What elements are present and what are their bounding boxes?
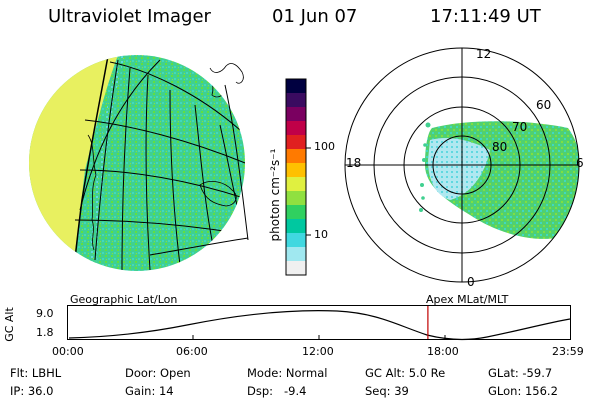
info-mode: Mode: Normal [247,366,328,380]
colorbar-band [286,177,306,192]
lat-label-60: 60 [536,98,552,112]
colorbar-band [286,205,306,220]
date: 01 Jun 07 [272,6,358,27]
lat-label-70: 70 [512,120,528,134]
info-dsp: Dsp: -9.4 [247,384,307,398]
globe-view [29,55,249,271]
colorbar-band [286,93,306,108]
info-flt: Flt: LBHL [10,366,62,380]
info-gain: Gain: 14 [125,384,174,398]
orbit-ylabel: GC Alt [2,307,16,342]
orbit-xtick-1200: 12:00 [302,345,334,358]
mlt-label-top: 12 [476,47,492,61]
info-ip: IP: 36.0 [10,384,54,398]
lat-label-80: 80 [492,140,508,154]
polar-caption: Apex MLat/MLT [426,293,509,306]
colorbar-band [286,107,306,122]
colorbar-band [286,247,306,262]
colorbar-band [286,79,306,94]
mlt-label-left: 18 [346,156,362,170]
colorbar-band [286,191,306,206]
orbit-xtick-0600: 06:00 [176,345,208,358]
mlt-label-right: 6 [576,156,584,170]
info-glon: GLon: 156.2 [488,384,558,398]
colorbar-tick-10: 10 [314,228,328,241]
colorbar-band [286,121,306,136]
colorbar-band [286,163,306,178]
orbit-ytick-top: 9.0 [36,307,54,320]
polar-view [344,47,580,283]
colorbar-band [286,149,306,164]
info-gc-alt: GC Alt: 5.0 Re [365,366,446,380]
orbit-xtick-2359: 23:59 [552,345,584,358]
colorbar-tick-100: 100 [314,140,335,153]
orbit-altitude-curve [68,310,571,341]
colorbar-band [286,219,306,234]
colorbar-band [286,135,306,150]
colorbar-band [286,233,306,248]
orbit-xtick-1800: 18:00 [427,345,459,358]
info-door: Door: Open [125,366,191,380]
info-seq: Seq: 39 [365,384,409,398]
title: Ultraviolet Imager [48,6,211,27]
globe-caption: Geographic Lat/Lon [70,293,178,306]
orbit-ytick-bottom: 1.8 [36,326,54,339]
orbit-plot [67,305,571,341]
orbit-xtick-0000: 00:00 [52,345,84,358]
info-glat: GLat: -59.7 [488,366,553,380]
mlt-label-bottom: 0 [467,275,475,289]
colorbar-band [286,261,306,276]
time: 17:11:49 UT [430,6,541,27]
colorbar [285,78,311,276]
